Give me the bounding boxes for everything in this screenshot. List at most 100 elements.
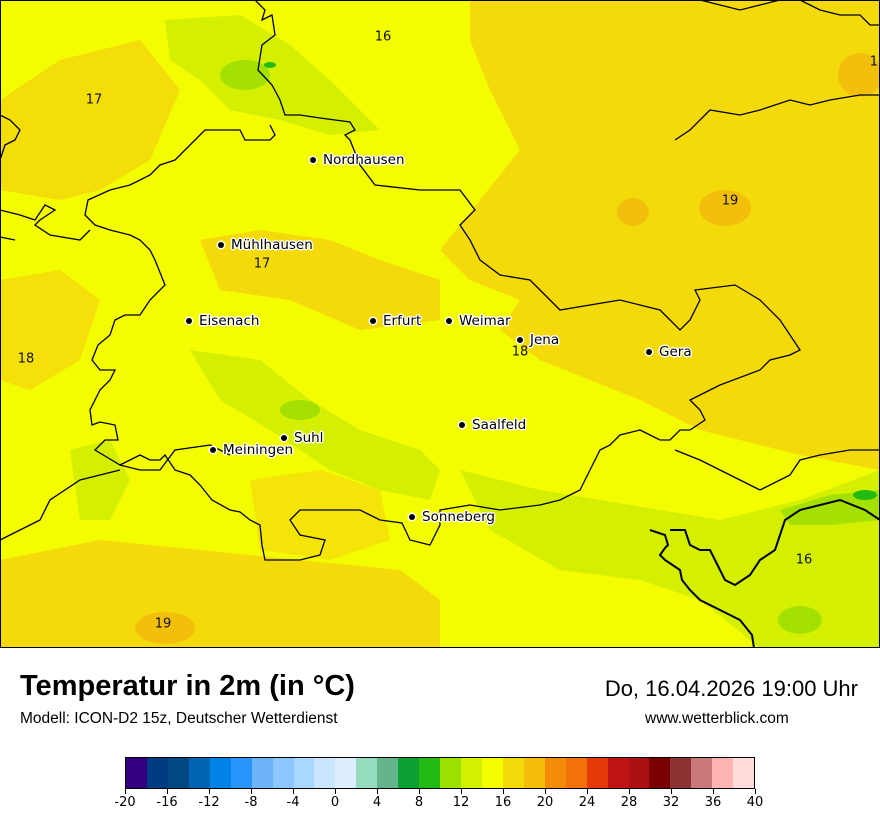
legend-color-swatch	[733, 758, 755, 788]
color-legend-ticks: -20 -16 -12 -8 -4 0 4 8 12 16 20 24 28 32 36 40	[114, 789, 763, 819]
legend-tick-label: 0	[330, 795, 340, 810]
legend-color-swatch	[670, 758, 692, 788]
legend-tick-label: 4	[372, 795, 382, 810]
legend-tick-label: -8	[244, 795, 258, 810]
temperature-map: Nordhausen Mühlhausen Eisenach Erfurt We…	[0, 0, 880, 648]
city-marker-suhl: Suhl	[281, 430, 323, 446]
legend-tick	[125, 789, 126, 794]
legend-tick	[629, 789, 630, 794]
legend-tick-label: 40	[746, 795, 764, 810]
legend-color-swatch	[398, 758, 420, 788]
legend-color-swatch	[691, 758, 713, 788]
legend-color-swatch	[419, 758, 441, 788]
legend-tick	[587, 789, 588, 794]
legend-tick-label: -20	[114, 795, 136, 810]
legend-tick-label: 16	[494, 795, 512, 810]
city-marker-eisenach: Eisenach	[186, 313, 259, 329]
legend-color-swatch	[544, 758, 566, 788]
legend-tick-label: 24	[578, 795, 596, 810]
city-dot-icon	[646, 349, 652, 355]
city-marker-muehlhausen: Mühlhausen	[218, 237, 313, 253]
temperature-value-label: 16	[795, 552, 813, 568]
temperature-value-label: 18	[511, 344, 529, 360]
legend-color-swatch	[607, 758, 629, 788]
city-dot-icon	[218, 242, 224, 248]
city-dot-icon	[210, 447, 216, 453]
legend-tick	[671, 789, 672, 794]
legend-color-swatch	[565, 758, 587, 788]
legend-color-swatch	[126, 758, 147, 788]
city-dot-icon	[370, 318, 376, 324]
legend-color-swatch	[272, 758, 294, 788]
city-marker-nordhausen: Nordhausen	[310, 152, 405, 168]
city-dot-icon	[409, 514, 415, 520]
city-marker-weimar: Weimar	[446, 313, 511, 329]
legend-tick	[377, 789, 378, 794]
temperature-value-label: 19	[154, 616, 172, 632]
legend-tick-label: 36	[704, 795, 722, 810]
legend-tick	[755, 789, 756, 794]
city-dot-icon	[446, 318, 452, 324]
legend-tick-label: 32	[662, 795, 680, 810]
legend-color-swatch	[146, 758, 168, 788]
city-marker-saalfeld: Saalfeld	[459, 417, 526, 433]
legend-color-swatch	[356, 758, 378, 788]
legend-color-swatch	[502, 758, 524, 788]
city-marker-erfurt: Erfurt	[370, 313, 421, 329]
legend-tick	[251, 789, 252, 794]
legend-tick	[713, 789, 714, 794]
map-title: Temperatur in 2m (in °C)	[20, 670, 355, 702]
legend-color-swatch	[440, 758, 461, 788]
legend-color-swatch	[586, 758, 608, 788]
legend-color-swatch	[314, 758, 336, 788]
city-marker-jena: Jena	[517, 332, 559, 348]
city-dot-icon	[186, 318, 192, 324]
city-marker-meiningen: Meiningen	[210, 442, 293, 458]
legend-tick-label: -12	[198, 795, 220, 810]
city-dot-icon	[459, 422, 465, 428]
legend-tick	[167, 789, 168, 794]
legend-color-swatch	[649, 758, 671, 788]
city-dot-icon	[517, 337, 523, 343]
legend-color-swatch	[167, 758, 189, 788]
map-canvas	[0, 0, 880, 648]
temperature-value-label: 17	[253, 256, 271, 272]
legend-color-swatch	[293, 758, 315, 788]
legend-tick	[335, 789, 336, 794]
legend-tick-label: -16	[156, 795, 178, 810]
legend-color-swatch	[230, 758, 252, 788]
city-dot-icon	[310, 157, 316, 163]
legend-tick	[503, 789, 504, 794]
city-dot-icon	[281, 435, 287, 441]
temperature-value-label: 17	[85, 92, 103, 108]
website-link[interactable]: www.wetterblick.com	[645, 710, 789, 727]
legend-color-swatch	[335, 758, 357, 788]
legend-tick-label: -4	[286, 795, 300, 810]
legend-tick-label: 28	[620, 795, 638, 810]
legend-color-swatch	[628, 758, 650, 788]
legend-tick	[209, 789, 210, 794]
legend-tick-label: 8	[414, 795, 424, 810]
legend-color-swatch	[188, 758, 210, 788]
legend-tick	[545, 789, 546, 794]
forecast-datetime: Do, 16.04.2026 19:00 Uhr	[604, 676, 858, 701]
temperature-value-label: 19	[721, 193, 739, 209]
model-source: Modell: ICON-D2 15z, Deutscher Wetterdie…	[20, 710, 338, 727]
temperature-value-label: 16	[374, 29, 392, 45]
legend-tick-label: 20	[536, 795, 554, 810]
legend-color-swatch	[209, 758, 231, 788]
city-marker-gera: Gera	[646, 344, 692, 360]
legend-color-swatch	[523, 758, 545, 788]
legend-color-swatch	[251, 758, 273, 788]
color-legend-bar	[125, 757, 755, 789]
city-marker-sonneberg: Sonneberg	[409, 509, 495, 525]
temperature-value-label: 18	[17, 351, 35, 367]
legend-tick	[293, 789, 294, 794]
legend-color-swatch	[481, 758, 503, 788]
legend-tick	[461, 789, 462, 794]
temperature-value-label: 18	[869, 54, 880, 70]
legend-color-swatch	[712, 758, 734, 788]
legend-tick	[419, 789, 420, 794]
legend-color-swatch	[461, 758, 482, 788]
legend-tick-label: 12	[452, 795, 470, 810]
